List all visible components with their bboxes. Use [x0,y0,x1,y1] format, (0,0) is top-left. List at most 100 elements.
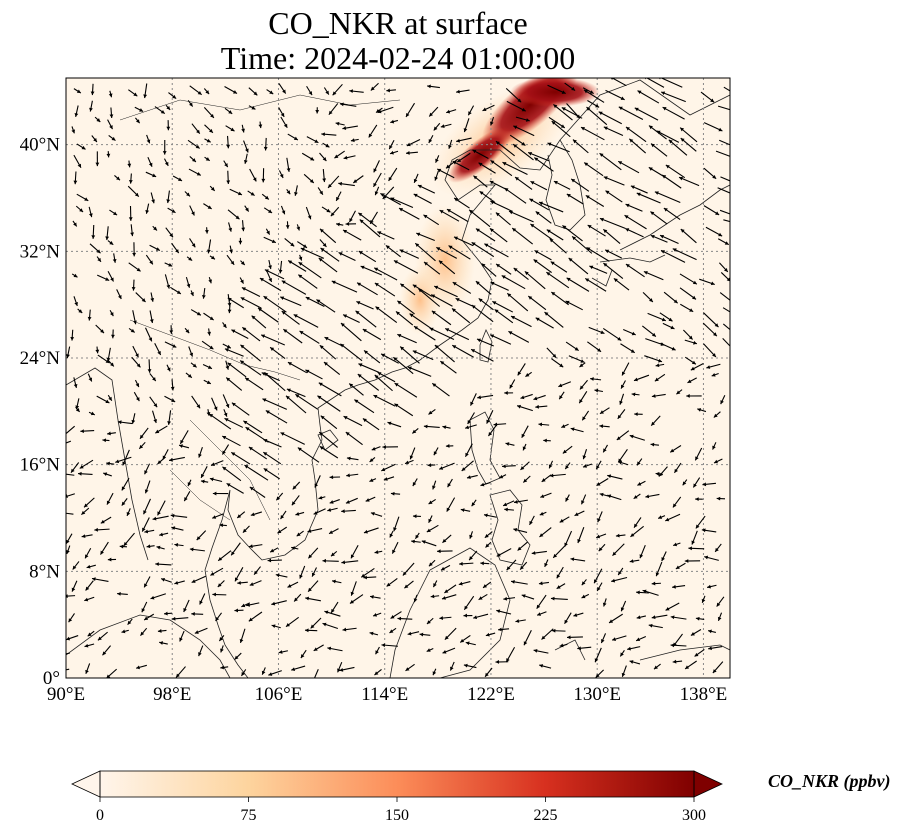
wind-arrow [138,441,146,450]
wind-arrow [670,643,687,648]
wind-arrow [285,221,290,229]
wind-arrow [451,344,474,358]
wind-arrow [209,185,216,192]
wind-arrow [191,575,206,584]
wind-arrow [143,83,148,99]
wind-arrow [234,652,242,660]
wind-arrow [520,393,533,400]
wind-arrow [521,594,535,600]
wind-arrow [263,467,280,480]
wind-arrow [665,513,681,522]
wind-arrow [654,191,681,203]
wind-arrow [121,498,128,506]
y-tick-label: 24°N [20,348,61,369]
wind-arrow [243,153,248,164]
wind-arrow [389,530,394,538]
wind-arrow [673,462,682,474]
wind-arrow [688,546,705,551]
wind-arrow [719,139,730,146]
wind-arrow [358,363,380,373]
wind-arrow [702,312,719,328]
wind-arrow [512,143,534,161]
wind-arrow [303,173,315,184]
wind-arrow [278,650,289,654]
wind-arrow [375,646,380,655]
wind-arrow [88,411,96,416]
wind-arrow [389,627,397,634]
wind-arrow [222,343,232,349]
wind-arrow [143,613,155,621]
wind-arrow [679,127,698,143]
wind-arrow [350,544,359,559]
wind-arrow [547,142,570,153]
wind-arrow [362,418,380,431]
wind-arrow [239,360,262,376]
wind-arrow [171,242,180,254]
wind-arrow [504,391,514,395]
wind-arrow [299,330,320,344]
y-tick-label: 16°N [20,455,61,476]
wind-arrow [305,596,321,602]
wind-arrow [220,645,224,653]
wind-arrow [636,192,661,204]
wind-arrow [263,438,282,448]
wind-arrow [704,555,719,561]
wind-arrow [511,227,534,245]
wind-arrow [580,494,587,505]
wind-arrow [621,665,627,677]
wind-arrow [660,249,686,263]
wind-arrow [263,295,287,313]
wind-arrow [183,599,190,613]
wind-arrow [490,200,513,212]
wind-arrow [247,190,255,197]
wind-arrow [298,254,303,261]
wind-arrow [199,593,206,605]
wind-arrow [140,627,148,636]
wind-arrow [317,395,341,412]
wind-arrow [717,105,730,111]
wind-arrow [224,86,238,94]
wind-arrow [145,254,154,265]
wind-arrow [329,475,341,480]
coastline-hainan [317,429,339,451]
wind-arrow [715,150,730,157]
wind-arrow [122,449,130,466]
wind-arrow [427,463,436,468]
wind-arrow [244,377,264,391]
wind-arrow [475,280,492,295]
wind-arrow [433,447,439,456]
wind-arrow [473,613,489,620]
wind-arrow [307,580,319,593]
wind-arrow [444,627,457,641]
wind-arrow [579,379,588,390]
wind-arrow [322,622,339,629]
wind-arrow [144,463,151,475]
wind-arrow [498,627,510,632]
wind-arrow [611,576,628,583]
wind-arrow [533,648,549,654]
wind-arrow [546,229,564,241]
wind-arrow [281,280,307,295]
wind-arrow [665,602,680,611]
x-tick-label: 122°E [467,684,515,705]
wind-arrow [523,629,532,646]
wind-arrow [684,356,697,365]
wind-arrow [117,420,133,425]
wind-arrow [565,300,583,311]
x-tick-label: 138°E [680,684,728,705]
wind-arrow [157,500,166,516]
wind-arrow [595,669,604,678]
wind-arrow [359,219,381,238]
wind-arrow [597,511,603,523]
wind-arrow [524,270,546,290]
wind-arrow [377,371,396,383]
wind-arrow [615,533,626,538]
wind-arrow [539,511,547,516]
wind-arrow [695,616,705,621]
wind-arrow [127,618,133,626]
wind-arrow [346,473,359,478]
wind-arrow [388,167,398,182]
wind-arrow [106,151,111,158]
wind-arrow [467,412,475,425]
wind-arrow [599,217,626,229]
